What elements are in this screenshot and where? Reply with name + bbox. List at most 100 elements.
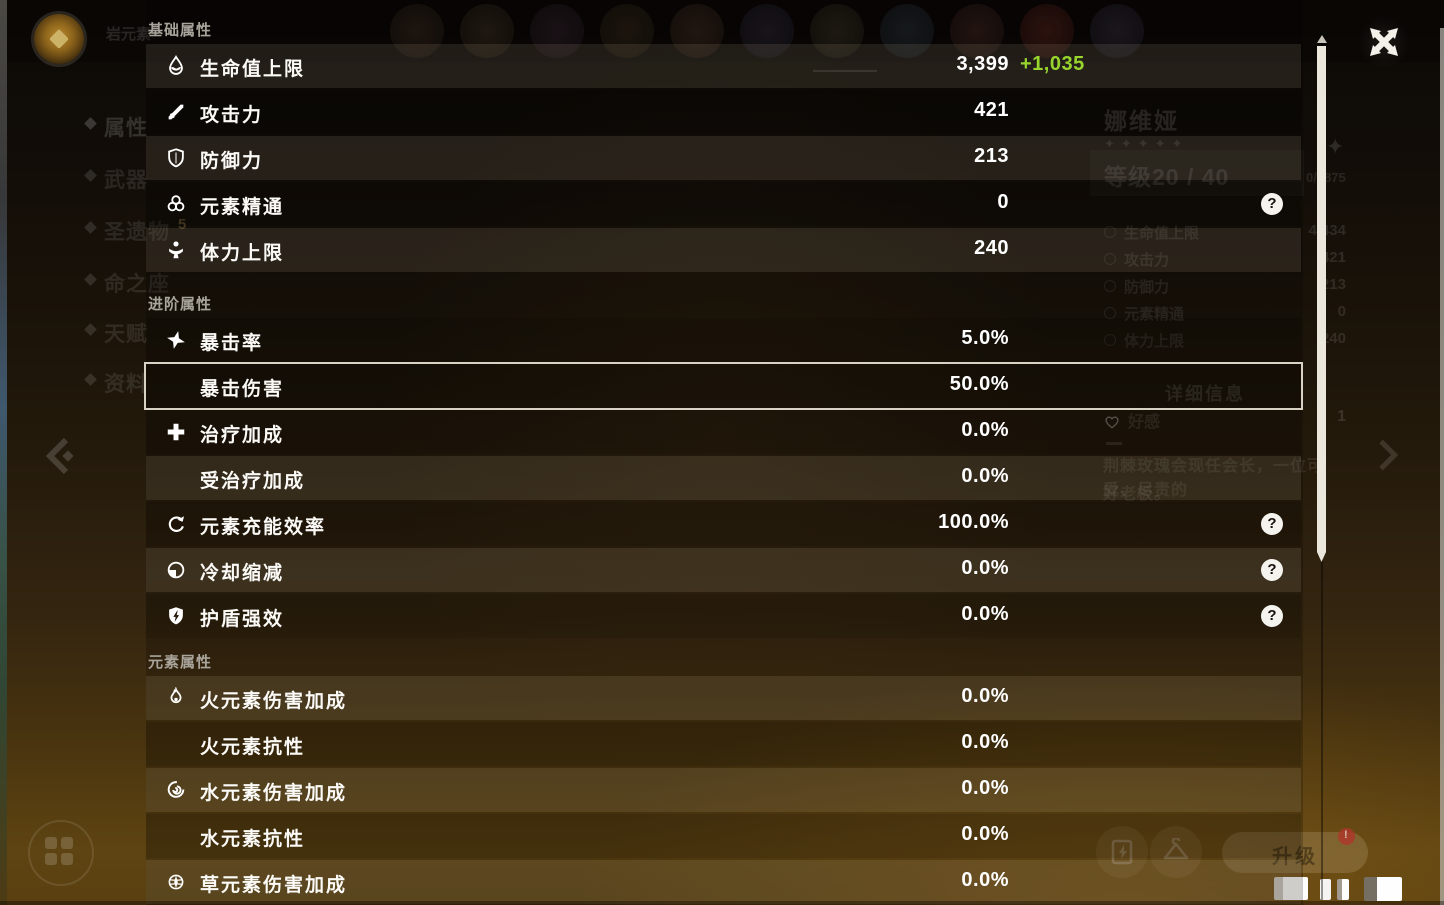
notification-badge: ! — [1338, 828, 1355, 845]
bg-stat-row: 体力上限 240 — [1104, 330, 1346, 357]
shield-strength-icon — [165, 605, 187, 627]
stat-row-def[interactable]: 防御力 213 — [146, 136, 1301, 180]
card-icon — [1111, 839, 1133, 865]
prev-character-arrow-icon[interactable] — [42, 436, 76, 476]
stat-label: 体力上限 — [200, 243, 285, 264]
stat-row-max-hp[interactable]: 生命值上限 3,399 +1,035 — [146, 44, 1301, 88]
screen-edge-strip — [1440, 28, 1444, 905]
detail-info-button[interactable]: 详细信息 — [1165, 384, 1245, 404]
divider — [813, 70, 877, 72]
stat-value: 0.0% — [961, 685, 1009, 707]
stat-value: 0 — [997, 191, 1009, 213]
stat-row-hydro-res[interactable]: 水元素抗性 0.0% — [146, 814, 1301, 858]
cooldown-icon — [165, 559, 187, 581]
character-description: 荆棘玫瑰会现任会长，一位可爱、尽责的 — [1103, 458, 1325, 499]
stat-value: 0.0% — [961, 603, 1009, 625]
bg-stat-row: 攻击力 421 — [1104, 249, 1346, 276]
character-description: 好老板。 — [1103, 486, 1172, 503]
stat-row-hydro-dmg[interactable]: 水元素伤害加成 0.0% — [146, 768, 1301, 812]
stat-value: 0.0% — [961, 465, 1009, 487]
stat-row-atk[interactable]: 攻击力 421 — [146, 90, 1301, 134]
attributes-panel: 基础属性 生命值上限 3,399 +1,035 攻击力 421 防御力 213 … — [146, 0, 1301, 905]
stat-label: 水元素抗性 — [200, 829, 306, 850]
hanger-icon — [1163, 838, 1189, 860]
hydro-icon — [165, 779, 187, 801]
stat-label: 火元素抗性 — [200, 737, 306, 758]
stat-value: 100.0% — [938, 511, 1009, 533]
sidebar-item-profile[interactable]: 资料 — [84, 368, 148, 398]
stat-row-pyro-res[interactable]: 火元素抗性 0.0% — [146, 722, 1301, 766]
bottom-edge — [0, 901, 1444, 905]
stat-row-incoming-healing[interactable]: 受治疗加成 0.0% — [146, 456, 1301, 500]
sidebar-item-attributes[interactable]: 属性 — [84, 112, 148, 142]
stat-value: 213 — [974, 145, 1009, 167]
stat-row-max-stamina[interactable]: 体力上限 240 — [146, 228, 1301, 272]
stat-row-shield-strength[interactable]: 护盾强效 0.0% ? — [146, 594, 1301, 638]
stat-value: 421 — [974, 99, 1009, 121]
stat-label: 受治疗加成 — [200, 471, 306, 492]
world-edge-strip — [0, 0, 7, 905]
stat-value: 0.0% — [961, 419, 1009, 441]
sidebar-item-weapon[interactable]: 武器 — [84, 164, 148, 194]
help-icon[interactable]: ? — [1261, 193, 1283, 215]
stat-label: 冷却缩减 — [200, 563, 285, 584]
stat-bonus: +1,035 — [1020, 53, 1085, 75]
party-grid-button[interactable] — [28, 820, 94, 886]
stat-row-healing-bonus[interactable]: 治疗加成 0.0% — [146, 410, 1301, 454]
sparkle-icon: ✦ — [1326, 134, 1345, 159]
stat-row-energy-recharge[interactable]: 元素充能效率 100.0% ? — [146, 502, 1301, 546]
help-icon[interactable]: ? — [1261, 513, 1283, 535]
stat-value: 240 — [974, 237, 1009, 259]
stat-label: 火元素伤害加成 — [200, 691, 348, 712]
healing-plus-icon — [165, 421, 187, 443]
stat-row-elemental-mastery[interactable]: 元素精通 0 ? — [146, 182, 1301, 226]
stat-label: 草元素伤害加成 — [200, 875, 348, 896]
taskbar-block — [1320, 879, 1331, 900]
defense-shield-icon — [165, 147, 187, 169]
sidebar-item-talents[interactable]: 天赋 — [84, 318, 148, 348]
elemental-mastery-icon — [165, 193, 187, 215]
help-icon[interactable]: ? — [1261, 605, 1283, 627]
outfit-button[interactable] — [1150, 826, 1202, 878]
geo-element-emblem — [34, 14, 84, 64]
close-icon — [1370, 28, 1398, 56]
stat-value: 5.0% — [961, 327, 1009, 349]
energy-recharge-icon — [165, 513, 187, 535]
close-button[interactable] — [1358, 16, 1410, 68]
hp-icon — [165, 55, 187, 77]
heart-icon — [1105, 416, 1119, 429]
section-title-base: 基础属性 — [148, 22, 213, 39]
stat-label: 元素精通 — [200, 197, 285, 218]
stat-value: 3,399 — [956, 53, 1009, 75]
help-icon[interactable]: ? — [1261, 559, 1283, 581]
stat-row-crit-dmg[interactable]: 暴击伤害 50.0% — [146, 364, 1301, 408]
stamina-icon — [165, 239, 187, 261]
crit-rate-icon — [165, 329, 187, 351]
next-character-arrow-icon[interactable] — [1372, 438, 1402, 472]
card-button[interactable] — [1096, 826, 1148, 878]
stat-label: 护盾强效 — [200, 609, 285, 630]
stat-row-crit-rate[interactable]: 暴击率 5.0% — [146, 318, 1301, 362]
stat-value: 50.0% — [949, 373, 1009, 395]
taskbar-block — [1364, 877, 1402, 901]
stat-value: 0.0% — [961, 731, 1009, 753]
avatar-bar-shade — [7, 0, 1444, 62]
stat-row-cd-reduction[interactable]: 冷却缩减 0.0% ? — [146, 548, 1301, 592]
stat-label: 元素充能效率 — [200, 517, 327, 538]
stat-row-dendro-dmg[interactable]: 草元素伤害加成 0.0% — [146, 860, 1301, 904]
character-level: 等级20 / 40 — [1104, 164, 1230, 190]
sidebar-item-artifacts[interactable]: 圣遗物 — [84, 216, 170, 246]
stat-row-pyro-dmg[interactable]: 火元素伤害加成 0.0% — [146, 676, 1301, 720]
sidebar-item-constellation[interactable]: 命之座 — [84, 268, 170, 298]
divider — [1106, 442, 1122, 445]
stat-label: 暴击率 — [200, 333, 264, 354]
stat-value: 0.0% — [961, 777, 1009, 799]
scrollbar-thumb[interactable] — [1317, 46, 1326, 562]
scrollbar-up-arrow[interactable] — [1317, 35, 1327, 43]
taskbar-block — [1337, 879, 1349, 900]
bg-stat-row: 元素精通 0 — [1104, 303, 1346, 330]
stat-label: 水元素伤害加成 — [200, 783, 348, 804]
section-title-elemental: 元素属性 — [148, 654, 213, 671]
stat-value: 0.0% — [961, 869, 1009, 891]
